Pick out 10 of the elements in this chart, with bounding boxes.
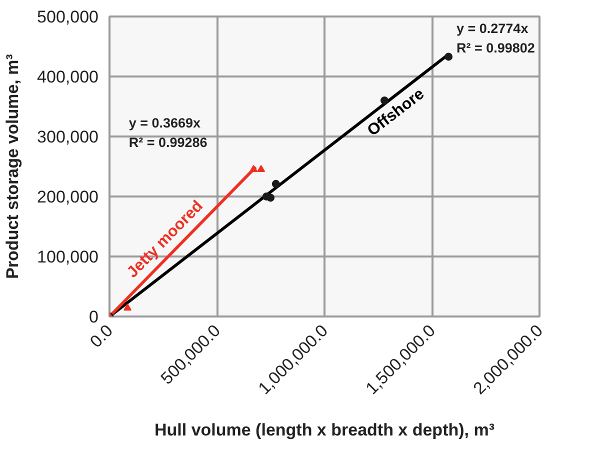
y-axis-title: Product storage volume, m³: [3, 54, 22, 279]
annotation: y = 0.2774x R² = 0.99802: [456, 21, 535, 56]
x-axis-title: Hull volume (length x breadth x depth), m³: [154, 420, 495, 440]
y-tick-label: 0: [89, 308, 99, 326]
annotation: y = 0.3669x R² = 0.99286: [128, 116, 208, 150]
y-tick-label: 400,000: [37, 68, 98, 86]
y-tick-label: 100,000: [37, 248, 98, 266]
y-tick-label: 300,000: [37, 128, 98, 146]
y-tick-label: 200,000: [37, 188, 98, 206]
y-tick-label: 500,000: [37, 8, 98, 26]
